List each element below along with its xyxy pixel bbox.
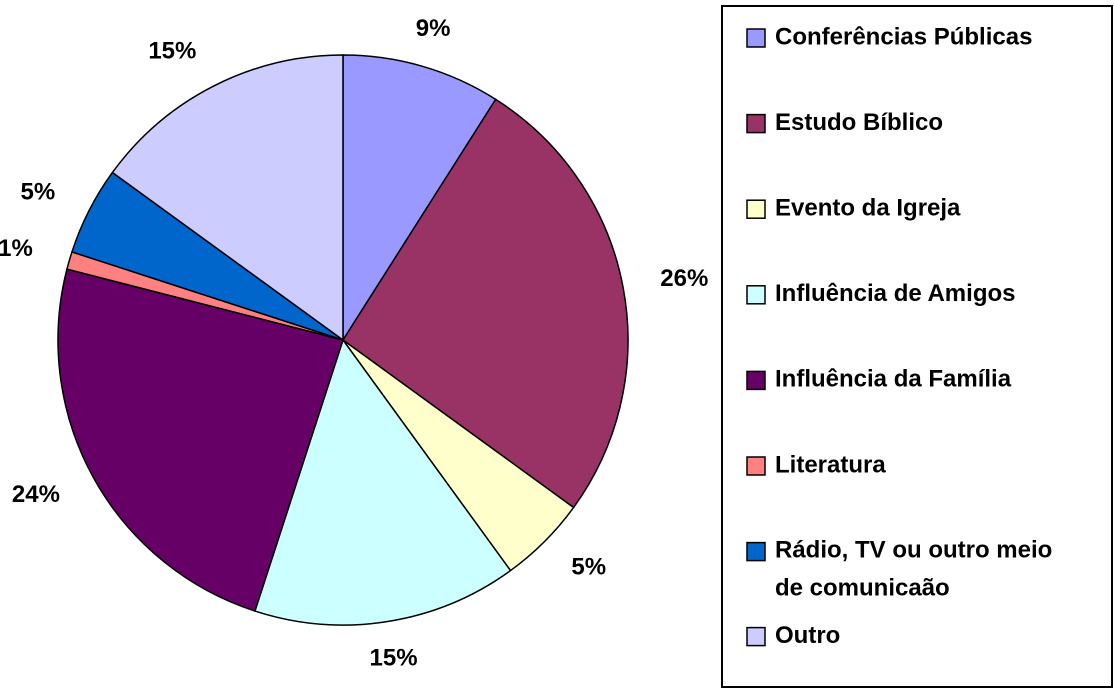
legend-swatch: [746, 626, 766, 647]
legend-swatch: [746, 370, 766, 391]
legend-swatch: [746, 541, 766, 562]
pie-slice: [57, 268, 344, 612]
data-label: 24%: [12, 481, 60, 508]
legend-box: [721, 5, 1113, 688]
pie-slice: [342, 54, 497, 343]
legend-swatch: [746, 456, 766, 476]
legend-label: Literatura: [775, 451, 886, 478]
legend-label: Conferências Públicas: [775, 23, 1032, 50]
data-label: 5%: [21, 179, 56, 206]
legend-label: Estudo Bíblico: [775, 109, 943, 136]
legend-label: Influência de Amigos: [775, 280, 1015, 307]
data-label: 15%: [148, 38, 196, 65]
pie-slice: [111, 54, 344, 342]
data-label: 15%: [370, 644, 418, 671]
legend-swatch: [746, 285, 766, 305]
data-label: 5%: [571, 554, 606, 581]
legend-label: Rádio, TV ou outro meio de comunicaão: [775, 537, 1052, 602]
data-label: 9%: [416, 15, 451, 42]
legend-swatch: [746, 113, 766, 134]
pie-slice: [253, 338, 512, 626]
pie-slice: [341, 98, 629, 509]
legend-label: Evento da Igreja: [775, 195, 961, 222]
legend-swatch: [746, 28, 766, 48]
legend-label: Outro: [775, 622, 840, 649]
data-label: 26%: [660, 265, 708, 292]
legend-swatch: [746, 199, 766, 219]
data-label: 1%: [0, 235, 33, 262]
legend-label: Influência da Família: [775, 366, 1012, 393]
